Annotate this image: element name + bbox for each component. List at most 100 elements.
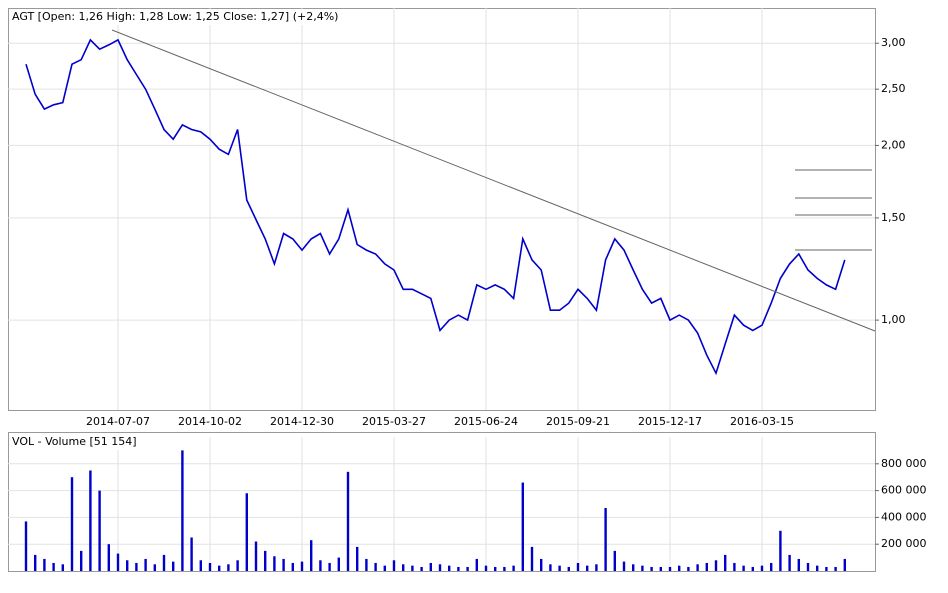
volume-bar	[779, 530, 782, 571]
x-tick-label: 2014-07-07	[86, 415, 150, 428]
volume-bar	[521, 482, 524, 571]
volume-bar	[264, 550, 267, 571]
volume-bar	[457, 566, 460, 571]
volume-bar	[383, 565, 386, 571]
volume-bar	[374, 562, 377, 571]
x-tick-label: 2015-09-21	[546, 415, 610, 428]
y-tick-label: 400 000	[881, 510, 927, 523]
volume-bar	[162, 554, 166, 571]
volume-bar	[43, 558, 46, 571]
price-title: AGT [Open: 1,26 High: 1,28 Low: 1,25 Clo…	[12, 10, 338, 23]
volume-bar	[448, 565, 451, 571]
y-tick-label: 2,50	[881, 82, 906, 95]
volume-bar	[503, 566, 506, 571]
trend-line	[111, 29, 876, 332]
volume-bar	[199, 560, 202, 571]
volume-bar	[558, 565, 561, 571]
volume-bar	[126, 560, 129, 571]
volume-bar	[438, 564, 442, 571]
y-tick-label: 3,00	[881, 36, 906, 49]
volume-bar	[632, 564, 635, 571]
volume-bar	[181, 450, 184, 571]
volume-bar	[365, 558, 368, 571]
volume-bar	[310, 540, 313, 571]
volume-bar	[34, 554, 37, 571]
volume-bar	[613, 550, 616, 571]
x-tick-label: 2015-03-27	[362, 415, 426, 428]
volume-bar	[107, 544, 110, 571]
volume-bar	[328, 562, 331, 571]
volume-bar	[429, 562, 432, 571]
y-tick-label: 200 000	[881, 537, 927, 550]
volume-bar	[337, 557, 340, 571]
volume-bar	[273, 556, 276, 571]
volume-bar	[61, 564, 64, 571]
volume-bar	[52, 562, 55, 571]
title-bg	[10, 9, 360, 25]
price-line	[25, 38, 846, 376]
volume-bar	[319, 560, 322, 571]
volume-bar	[760, 565, 764, 571]
x-tick-label: 2015-06-24	[454, 415, 518, 428]
x-tick-label: 2014-12-30	[270, 415, 334, 428]
volume-bar	[494, 566, 497, 571]
volume-bar	[144, 558, 147, 571]
volume-bar	[659, 566, 662, 571]
volume-bar	[650, 566, 653, 571]
volume-bar	[89, 470, 92, 571]
volume-bar	[806, 562, 810, 571]
volume-bar	[825, 566, 828, 571]
volume-bar	[742, 565, 745, 571]
volume-bar	[604, 508, 607, 571]
volume-panel	[8, 432, 876, 572]
title-bg	[10, 434, 160, 450]
volume-bar	[834, 566, 837, 571]
volume-bar	[98, 490, 101, 571]
volume-bar	[291, 562, 294, 571]
plot-layer: 2014-07-07 2014-10-02 2014-12-30 2015-03-27…	[8, 8, 927, 571]
volume-bar	[466, 566, 469, 571]
volume-bar	[512, 565, 515, 571]
volume-bar	[116, 553, 120, 571]
volume-bar	[475, 558, 478, 571]
volume-bar	[530, 546, 534, 571]
volume-bar	[24, 521, 28, 571]
volume-bar	[402, 564, 405, 571]
y-tick-label: 600 000	[881, 484, 927, 497]
x-tick-label: 2014-10-02	[178, 415, 242, 428]
volume-bar	[687, 566, 690, 571]
volume-bar	[190, 537, 193, 571]
volume-bar	[770, 562, 773, 571]
volume-bar	[208, 562, 212, 571]
volume-bar	[236, 560, 239, 571]
volume-bar	[282, 558, 285, 571]
volume-bar	[540, 558, 543, 571]
volume-bar	[420, 566, 423, 571]
volume-bar	[595, 564, 598, 571]
volume-bar	[724, 554, 727, 571]
volume-bar	[392, 560, 396, 571]
volume-bar	[714, 560, 718, 571]
volume-bar	[153, 564, 156, 571]
volume-bar	[622, 561, 626, 571]
volume-bar	[797, 558, 800, 571]
volume-bar	[668, 566, 672, 571]
volume-bar	[172, 561, 175, 571]
volume-bar	[733, 562, 736, 571]
volume-bar	[586, 565, 589, 571]
x-tick-label: 2015-12-17	[638, 415, 702, 428]
volume-bar	[843, 558, 846, 571]
volume-bar	[751, 566, 754, 571]
volume-bar	[696, 564, 699, 571]
volume-bar	[70, 477, 74, 571]
volume-bar	[567, 566, 570, 571]
volume-bar	[788, 554, 791, 571]
volume-bar	[705, 562, 708, 571]
y-tick-label: 1,50	[881, 211, 906, 224]
volume-bar	[356, 546, 359, 571]
volume-bar	[346, 471, 350, 571]
volume-bar	[227, 564, 230, 571]
y-tick-label: 1,00	[881, 313, 906, 326]
